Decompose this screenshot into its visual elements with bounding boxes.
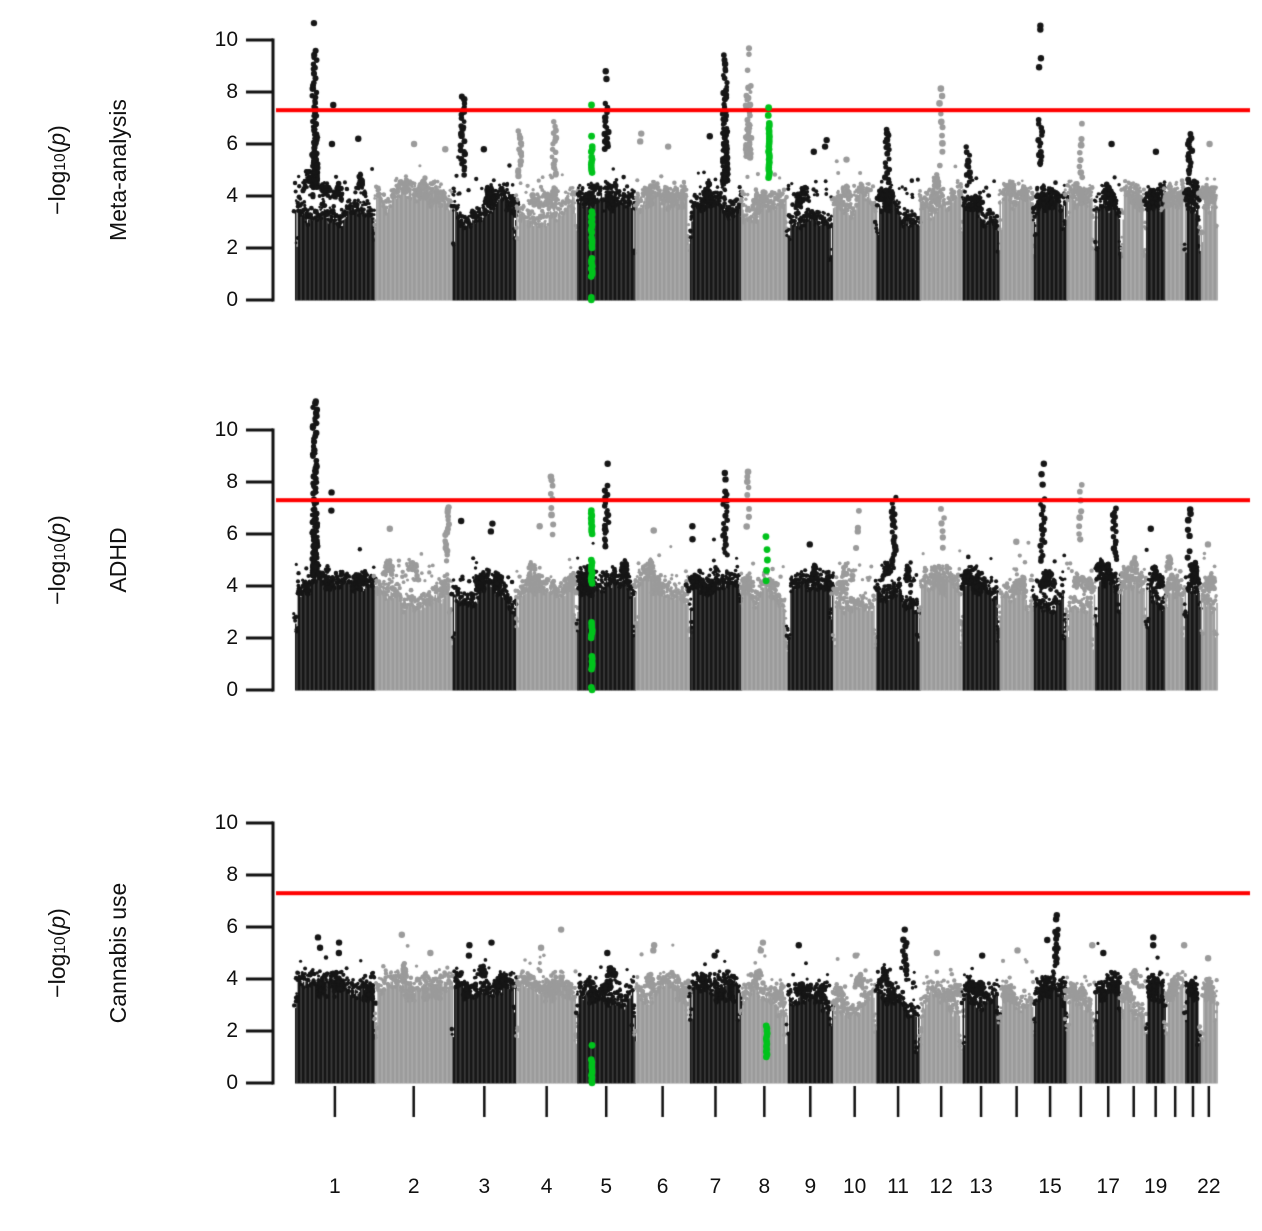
x-tick-label-chromosome: 22 bbox=[1197, 1175, 1221, 1198]
y-tick-label: 0 bbox=[226, 1071, 238, 1094]
panel-title-1: ADHD bbox=[104, 527, 131, 593]
y-tick-label: 2 bbox=[226, 1019, 238, 1042]
x-tick-label-chromosome: 13 bbox=[969, 1175, 993, 1198]
y-tick-label: 8 bbox=[226, 80, 238, 103]
ylabel-minus-log: −log bbox=[43, 170, 70, 215]
y-axis-title: −log 10(p) bbox=[42, 440, 72, 680]
y-tick-label: 0 bbox=[226, 288, 238, 311]
x-tick-label-chromosome: 4 bbox=[540, 1175, 553, 1198]
ylabel-subscript: 10 bbox=[51, 543, 69, 561]
x-tick-label-chromosome: 8 bbox=[758, 1175, 771, 1198]
panel-title-2: Cannabis use bbox=[104, 882, 131, 1024]
x-tick-label-chromosome: 10 bbox=[842, 1175, 867, 1198]
ylabel-close-paren: ) bbox=[43, 515, 70, 523]
y-tick-label: 2 bbox=[226, 236, 238, 259]
y-tick-label: 2 bbox=[226, 626, 238, 649]
ylabel-p-symbol: p bbox=[43, 522, 70, 536]
y-tick-label: 0 bbox=[226, 678, 238, 701]
x-tick-label-chromosome: 6 bbox=[656, 1175, 669, 1198]
x-tick-label-chromosome: 12 bbox=[929, 1175, 953, 1198]
ylabel-p-symbol: p bbox=[43, 915, 70, 929]
ylabel-minus-log: −log bbox=[43, 953, 70, 998]
panel-title-0: Meta-analysis bbox=[104, 99, 131, 241]
y-tick-label: 6 bbox=[226, 132, 238, 155]
y-tick-label: 10 bbox=[214, 811, 238, 834]
y-axis-title: −log 10(p) bbox=[42, 833, 72, 1073]
y-tick-label: 10 bbox=[214, 28, 238, 51]
y-tick-label: 4 bbox=[226, 574, 238, 597]
x-tick-label-chromosome: 11 bbox=[887, 1175, 909, 1198]
x-tick-label-chromosome: 2 bbox=[407, 1175, 420, 1198]
y-tick-label: 6 bbox=[226, 522, 238, 545]
ylabel-subscript: 10 bbox=[51, 153, 69, 171]
x-tick-label-chromosome: 17 bbox=[1096, 1175, 1120, 1198]
ylabel-minus-log: −log bbox=[43, 560, 70, 605]
y-tick-label: 10 bbox=[214, 418, 238, 441]
y-tick-label: 4 bbox=[226, 967, 238, 990]
ylabel-close-paren: ) bbox=[43, 125, 70, 133]
x-tick-label-chromosome: 15 bbox=[1038, 1175, 1062, 1198]
x-tick-label-chromosome: 5 bbox=[600, 1175, 613, 1198]
ylabel-subscript: 10 bbox=[51, 936, 69, 954]
x-tick-label-chromosome: 1 bbox=[329, 1175, 341, 1198]
x-tick-label-chromosome: 9 bbox=[804, 1175, 817, 1198]
y-tick-label: 8 bbox=[226, 470, 238, 493]
x-tick-label-chromosome: 3 bbox=[478, 1175, 491, 1198]
x-tick-label-chromosome: 7 bbox=[709, 1175, 722, 1198]
ylabel-close-paren: ) bbox=[43, 908, 70, 916]
x-tick-label-chromosome: 19 bbox=[1143, 1175, 1168, 1198]
y-tick-label: 4 bbox=[226, 184, 238, 207]
y-axis-title: −log 10(p) bbox=[42, 50, 72, 290]
y-tick-label: 8 bbox=[226, 863, 238, 886]
ylabel-p-symbol: p bbox=[43, 132, 70, 146]
y-tick-label: 6 bbox=[226, 915, 238, 938]
